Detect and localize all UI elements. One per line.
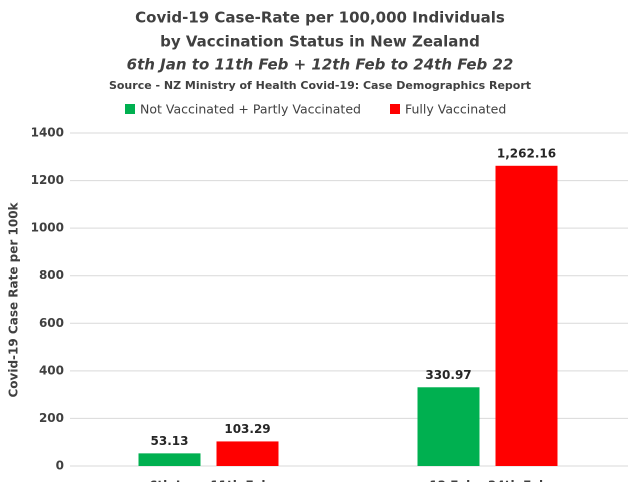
legend-swatch (390, 104, 400, 114)
y-tick-label: 800 (39, 268, 64, 282)
bar (417, 387, 480, 466)
chart-title-line: by Vaccination Status in New Zealand (160, 33, 480, 51)
y-tick-label: 1400 (31, 126, 64, 140)
y-tick-label: 1000 (31, 221, 64, 235)
y-tick-label: 400 (39, 363, 64, 377)
legend-label: Fully Vaccinated (405, 102, 506, 117)
y-axis-label: Covid-19 Case Rate per 100k (7, 201, 21, 397)
value-label: 1,262.16 (497, 146, 556, 160)
x-tick-label: 6th Jan - 11th Feb (149, 479, 270, 482)
y-tick-label: 0 (56, 459, 64, 473)
chart-source: Source - NZ Ministry of Health Covid-19:… (109, 79, 531, 92)
x-tick-label: 12 Feb - 24th Feb (429, 479, 548, 482)
chart-title: Covid-19 Case-Rate per 100,000 Individua… (135, 9, 505, 27)
bar (138, 453, 201, 466)
value-label: 103.29 (224, 422, 270, 436)
chart-subtitle: 6th Jan to 11th Feb + 12th Feb to 24th F… (127, 56, 514, 74)
value-label: 330.97 (425, 368, 471, 382)
y-tick-label: 1200 (31, 173, 64, 187)
y-tick-label: 200 (39, 411, 64, 425)
bar (216, 441, 279, 466)
value-label: 53.13 (151, 434, 189, 448)
legend-label: Not Vaccinated + Partly Vaccinated (140, 102, 361, 117)
y-tick-label: 600 (39, 316, 64, 330)
bar (495, 165, 558, 466)
legend-swatch (125, 104, 135, 114)
